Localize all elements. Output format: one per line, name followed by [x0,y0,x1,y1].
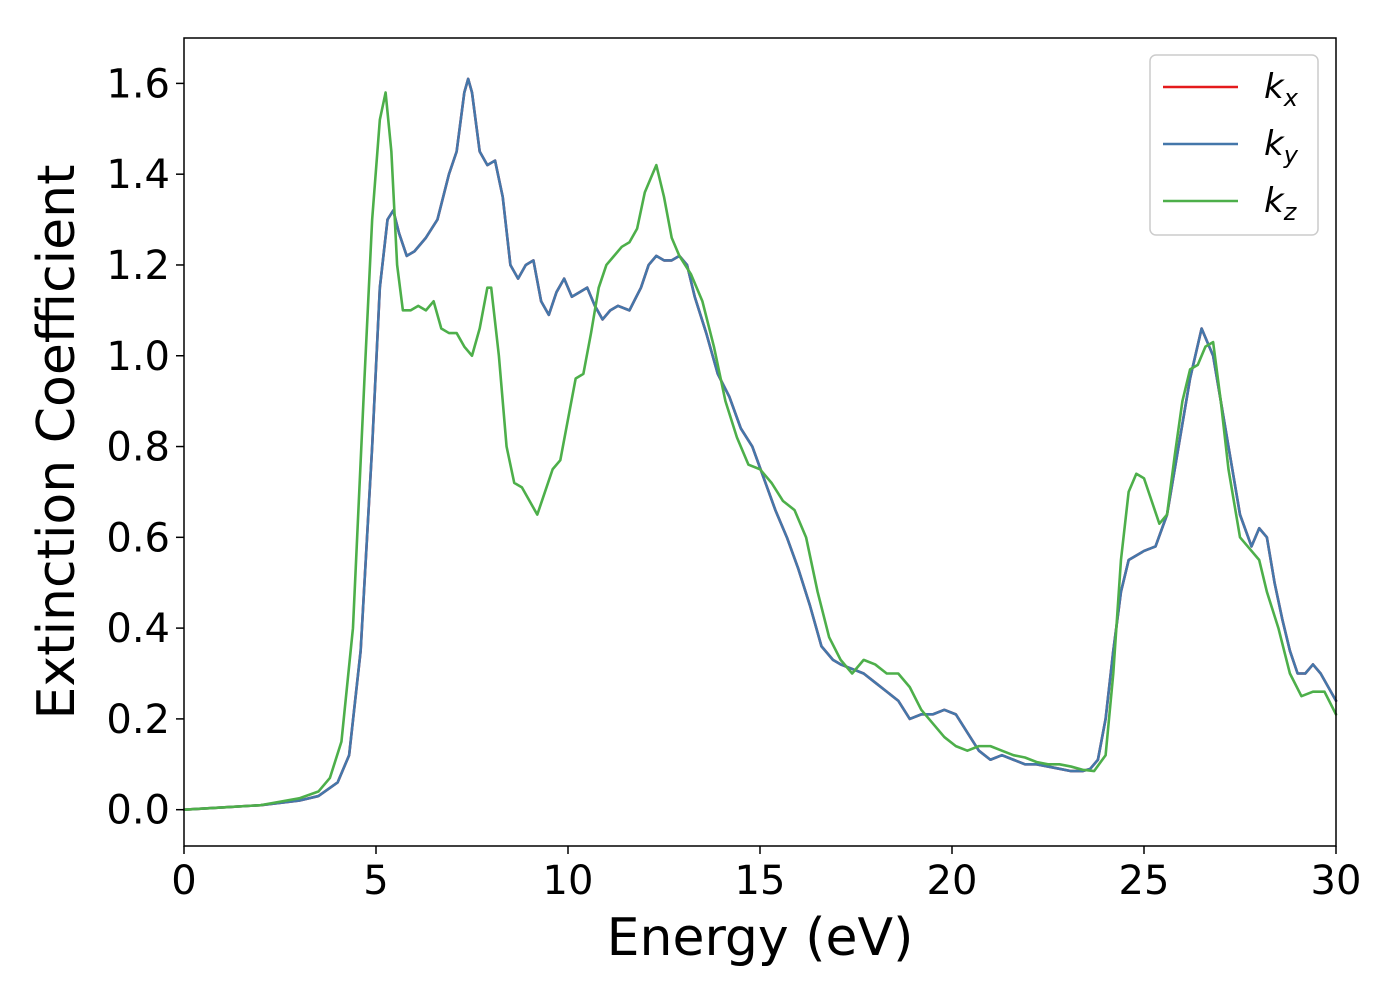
y-tick-label: 1.6 [106,61,170,107]
y-tick-label: 0.8 [106,425,170,471]
y-tick-label: 1.0 [106,334,170,380]
y-tick-label: 1.2 [106,243,170,289]
x-tick-label: 5 [363,858,388,904]
x-tick-label: 0 [171,858,196,904]
x-axis-title: Energy (eV) [607,908,914,968]
x-tick-label: 10 [543,858,594,904]
y-tick-label: 0.4 [106,606,170,652]
y-axis-title: Extinction Coefficient [27,165,87,720]
x-tick-label: 30 [1311,858,1362,904]
y-tick-label: 0.6 [106,515,170,561]
x-axis: 0 5 10 15 20 25 30 [171,846,1361,904]
series-layer [182,77,1338,811]
y-tick-label: 1.4 [106,152,170,198]
x-tick-label: 20 [927,858,978,904]
y-tick-label: 0.2 [106,697,170,743]
x-tick-label: 15 [735,858,786,904]
y-tick-label: 0.0 [106,788,170,834]
y-axis: 0.0 0.2 0.4 0.6 0.8 1.0 1.2 1.4 1.6 [106,61,184,834]
series-line-kz [182,91,1338,811]
x-tick-label: 25 [1119,858,1170,904]
